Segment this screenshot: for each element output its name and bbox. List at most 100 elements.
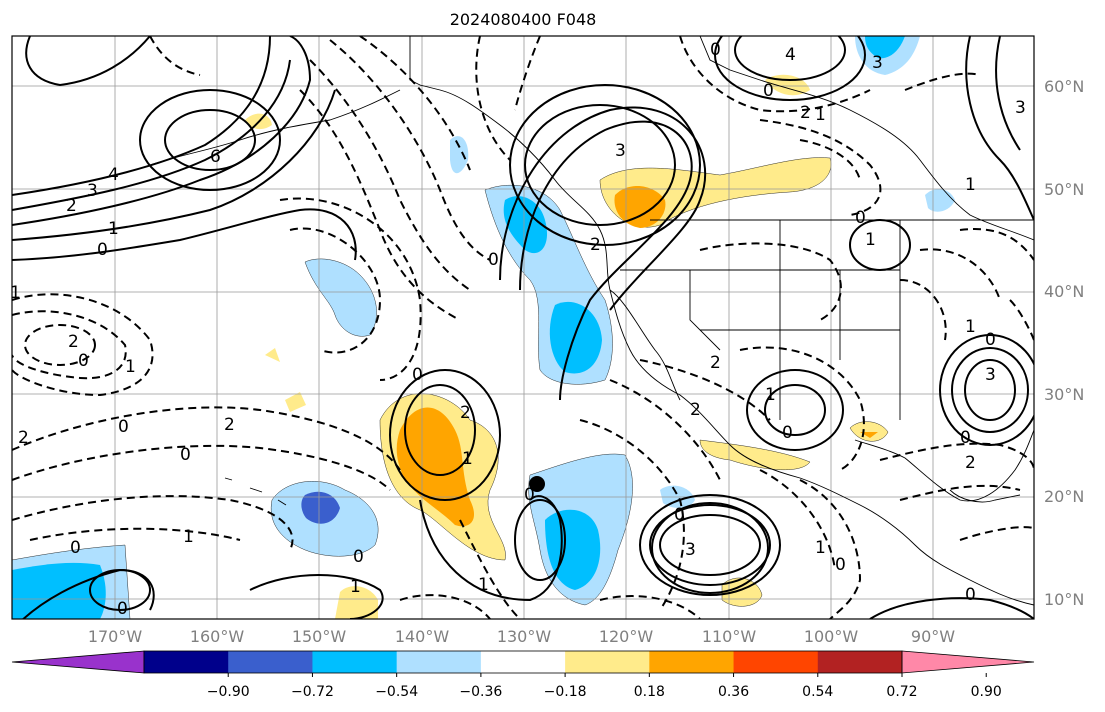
colorbar-swatch	[396, 651, 482, 673]
lon-label-130w: 130°W	[496, 627, 552, 646]
negative-region-gulf-of-alaska	[450, 136, 469, 174]
contour-label: 2	[460, 403, 471, 423]
lon-label-160w: 160°W	[189, 627, 245, 646]
positive-region-mexico	[699, 439, 811, 470]
lon-label-110w: 110°W	[701, 627, 757, 646]
negative-region-california-core	[503, 196, 548, 254]
contour-label: 2	[690, 400, 701, 420]
positive-contours	[12, 36, 1034, 619]
colorbar-swatch	[817, 651, 903, 673]
contour-label: 2	[68, 332, 79, 352]
contour-label: 1	[965, 317, 976, 337]
lat-label-10n: 10°N	[1044, 590, 1085, 609]
contour-label: 0	[524, 485, 535, 505]
contour-label: 0	[960, 428, 971, 448]
positive-region-northwest-core	[614, 185, 666, 228]
contour-labels: 6 4 3 2 1 0 1 2 0 1 0 2 2 0 1 0 3 2 0 0 …	[10, 40, 1026, 619]
colorbar-tick-label: 0.72	[886, 684, 918, 700]
lat-label-50n: 50°N	[1044, 180, 1085, 199]
lat-label-60n: 60°N	[1044, 77, 1085, 96]
contour-label: 0	[412, 365, 423, 385]
contour-label: 2	[965, 453, 976, 473]
contour-label: 0	[965, 585, 976, 605]
lon-label-120w: 120°W	[598, 627, 654, 646]
lon-label-90w: 90°W	[910, 627, 956, 646]
contour-label: 0	[674, 505, 685, 525]
colorbar-extend-min	[11, 650, 145, 674]
contour-label: 2	[66, 196, 77, 216]
colorbar-swatch	[480, 651, 566, 673]
contour-label: 4	[785, 45, 796, 65]
contour-label: 2	[590, 235, 601, 255]
contour-label: 0	[118, 417, 129, 437]
colorbar-swatch	[312, 651, 398, 673]
contour-label: 1	[10, 283, 21, 303]
shaded-anomalies	[12, 36, 955, 619]
positive-region-baja-core	[396, 407, 475, 527]
positive-region-small-2	[265, 348, 280, 362]
positive-region-gulf	[849, 421, 889, 442]
lat-label-40n: 40°N	[1044, 282, 1085, 301]
lon-label-100w: 100°W	[803, 627, 859, 646]
colorbar-extend-max	[901, 650, 1035, 674]
lon-label-170w: 170°W	[87, 627, 143, 646]
colorbar-swatch	[733, 651, 819, 673]
colorbar-tick-label: −0.18	[543, 684, 587, 700]
coastlines	[149, 36, 1034, 606]
contour-label: 1	[478, 575, 489, 595]
storm-center-marker	[529, 476, 545, 492]
colorbar-tick-label: 0.90	[970, 684, 1002, 700]
contour-label: 2	[710, 353, 721, 373]
colorbar-swatch	[228, 651, 313, 673]
contour-label: 3	[685, 540, 696, 560]
contour-label: 0	[763, 81, 774, 101]
contour-label: 3	[1015, 98, 1026, 118]
lon-label-140w: 140°W	[394, 627, 450, 646]
map-area	[12, 36, 1034, 619]
contour-label: 0	[835, 555, 846, 575]
contour-label: 1	[183, 527, 194, 547]
colorbar-swatch	[144, 651, 229, 673]
negative-region-california-core-2	[549, 301, 602, 374]
negative-region-hawaii-core	[301, 491, 340, 524]
colorbar-tick-label: −0.90	[206, 684, 250, 700]
contour-label: 1	[125, 357, 136, 377]
colorbar-swatch	[649, 651, 735, 673]
contour-label: 0	[782, 423, 793, 443]
negative-region-hudson-core	[865, 36, 905, 59]
positive-region-small-1	[285, 392, 306, 412]
contour-label: 0	[985, 330, 996, 350]
contour-label: 0	[855, 208, 866, 228]
colorbar-swatch	[565, 651, 650, 673]
map-border	[11, 35, 1035, 620]
negative-region-midpacific	[304, 258, 377, 337]
contour-label: 1	[815, 105, 826, 125]
contour-label: 0	[117, 599, 128, 619]
lat-label-30n: 30°N	[1044, 385, 1085, 404]
contour-label: 3	[87, 181, 98, 201]
colorbar-tick-label: −0.36	[459, 684, 503, 700]
contour-label: 0	[353, 547, 364, 567]
lat-label-20n: 20°N	[1044, 487, 1085, 506]
contour-label: 3	[985, 365, 996, 385]
contour-label: 0	[180, 445, 191, 465]
positive-region-small-3	[335, 586, 378, 619]
contour-label: 2	[18, 428, 29, 448]
contour-label: 1	[108, 219, 119, 239]
colorbar-tick-label: −0.54	[375, 684, 419, 700]
lon-label-150w: 150°W	[291, 627, 347, 646]
contour-label: 1	[765, 385, 776, 405]
negative-region-southwest-core	[12, 562, 106, 619]
contour-label: 2	[800, 103, 811, 123]
contour-label: 1	[865, 230, 876, 250]
contour-label: 0	[97, 240, 108, 260]
contour-label: 0	[710, 40, 721, 60]
contour-label: 1	[350, 577, 361, 597]
negative-contours	[12, 36, 1034, 619]
chart-title: 2024080400 F048	[449, 10, 597, 29]
positive-region-gulf-core	[860, 432, 878, 438]
colorbar-tick-label: 0.36	[717, 684, 750, 700]
contour-label: 4	[108, 165, 119, 185]
contour-label: 0	[78, 351, 89, 371]
